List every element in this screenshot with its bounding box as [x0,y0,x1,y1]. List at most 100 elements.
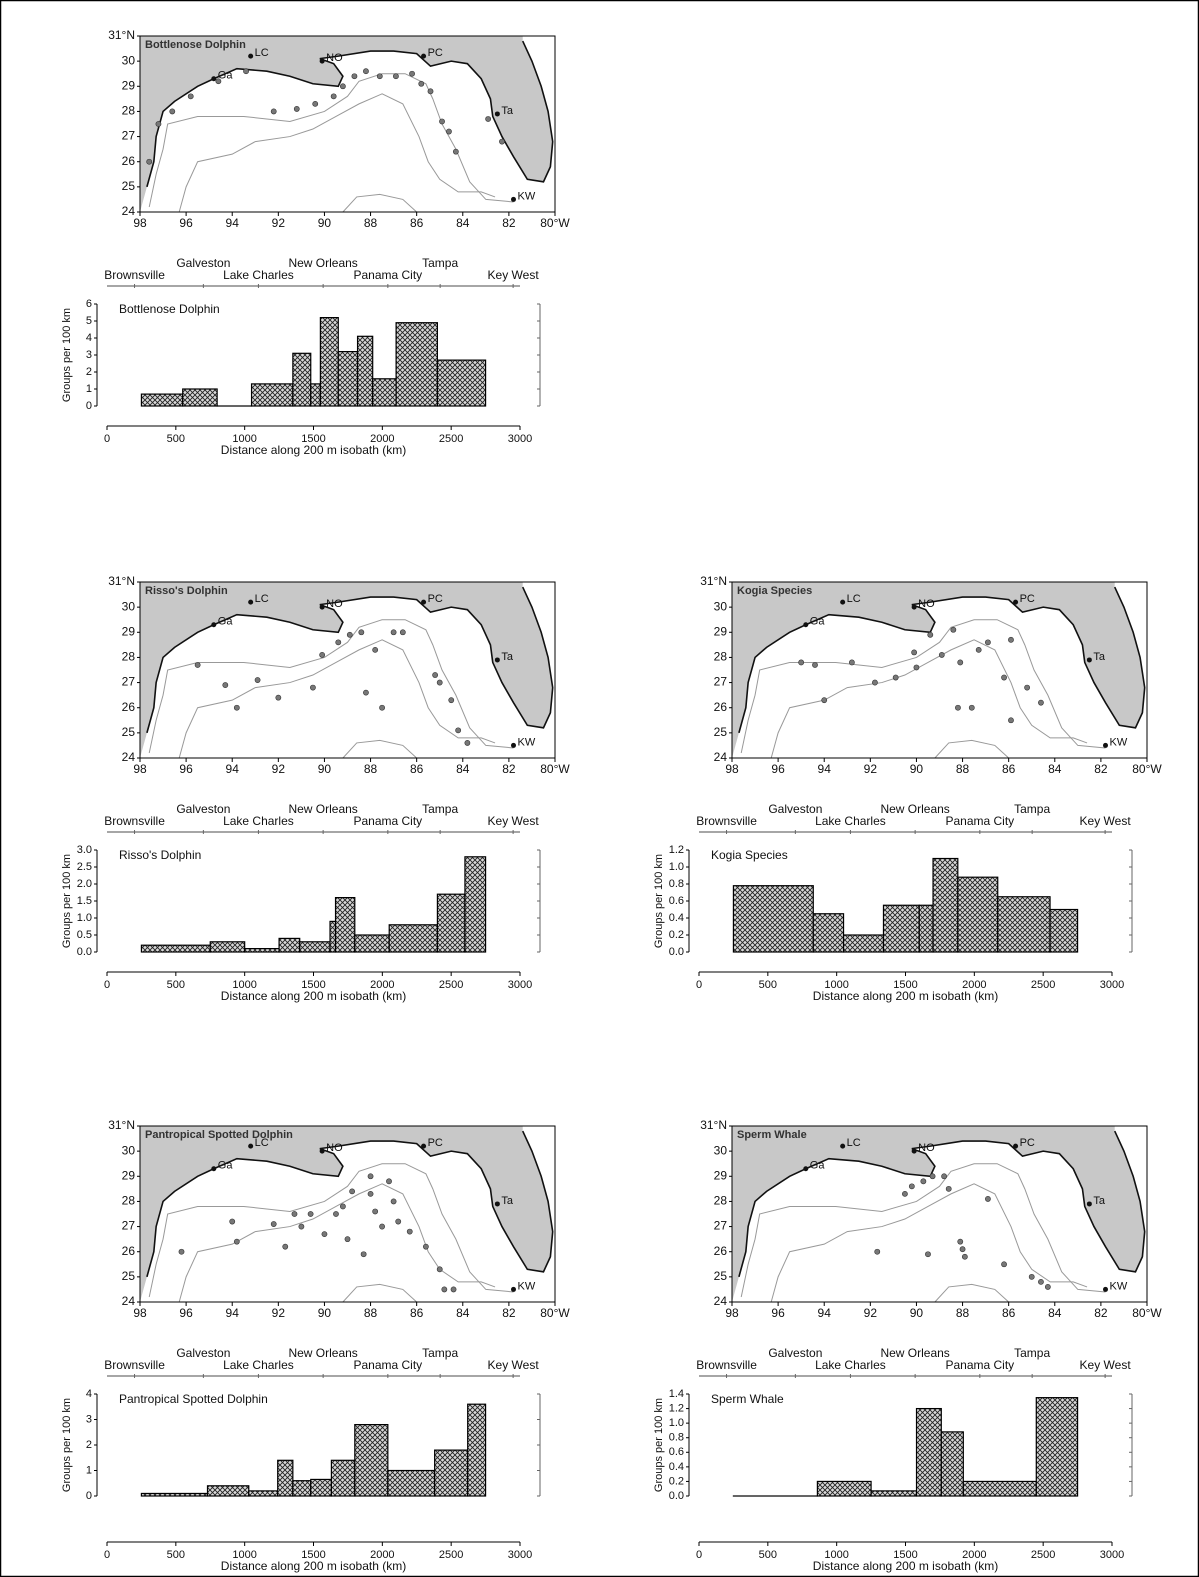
map-frame [139,1125,556,1303]
sighting [985,1196,991,1202]
bar [329,920,337,953]
sighting [464,740,471,746]
map: 98 96 94 92 90 88 86 84 82 80°W 24 25 26 27 28 29 30 31°N… [108,574,570,776]
y-tick-label: 31°N [700,574,727,588]
sighting [367,1173,374,1180]
sighting [187,93,194,100]
y-tick-label: 5 [86,315,92,327]
bar [140,1492,209,1497]
place-dot [248,599,254,605]
isobath [342,193,418,213]
place-label: Ta [501,1195,513,1207]
x-tick-label: 0 [104,1549,110,1561]
isobath [148,1163,514,1298]
sighting [363,689,369,696]
sighting [399,629,406,636]
location-label: Galveston [176,1346,230,1360]
x-tick-label: 1500 [301,979,325,991]
bar [932,857,959,953]
isobath [740,619,1106,754]
y-tick-label: 28 [122,650,136,664]
sighting [441,1286,448,1293]
x-tick-label: 2500 [439,433,463,445]
x-tick-label: 92 [272,762,286,776]
sighting [344,1236,351,1243]
y-tick-label: 0 [86,1490,92,1502]
sighting [312,100,319,107]
map: 98 96 94 92 90 88 86 84 82 80°W 24 25 26 27 28 29 30 31°N… [108,28,570,230]
place-dot [1103,1286,1108,1292]
y-tick-label: 31°N [108,574,135,588]
place-label: Ta [501,651,513,663]
location-label: Brownsville [696,814,757,828]
bar [395,322,439,407]
isobath [342,739,418,759]
place-label: PC [428,1137,443,1149]
bar [436,893,466,953]
sighting [146,158,153,165]
y-tick-label: 29 [714,624,728,638]
x-axis-label: Distance along 200 m isobath (km) [221,443,406,457]
sighting [270,108,277,115]
bar [842,934,885,953]
bar [140,393,184,407]
sighting [178,1248,185,1255]
x-tick-label: 88 [364,762,378,776]
sighting [961,1253,968,1260]
bar [277,1459,294,1497]
sighting [1008,636,1014,643]
sighting [422,1243,429,1250]
sighting [452,148,459,155]
chart-title: Bottlenose Dolphin [119,302,220,316]
sighting [310,684,316,691]
y-tick-label: 27 [714,1219,728,1233]
y-tick-label: 30 [714,599,728,613]
y-tick-label: 24 [122,750,136,764]
coastline [146,586,554,734]
y-tick-label: 4 [86,1388,92,1400]
y-tick-label: 27 [122,675,136,689]
isobath [934,739,1010,759]
sighting [395,1218,402,1225]
place-dot [319,604,325,610]
y-tick-label: 1.0 [77,912,92,924]
y-tick-label: 30 [122,1143,136,1157]
location-label: Tampa [1014,802,1050,816]
place-label: KW [1110,1280,1128,1292]
y-axis-label: Groups per 100 km [61,308,73,402]
location-label: Panama City [945,1358,1014,1372]
x-tick-label: 1500 [893,1549,917,1561]
x-tick-label: 2000 [962,979,986,991]
sighting [927,631,934,638]
sighting [436,679,443,686]
place-label: NO [918,598,935,610]
x-tick-label: 1000 [824,1549,848,1561]
sighting [427,88,434,95]
y-tick-label: 0.8 [669,1432,684,1444]
sighting [222,682,229,688]
sighting [1001,674,1007,681]
x-tick-label: 2000 [370,1549,394,1561]
sighting [446,128,452,135]
sighting [169,108,176,115]
sighting [282,1243,289,1250]
y-tick-label: 3.0 [77,844,92,856]
x-tick-label: 3000 [1100,1549,1124,1561]
y-tick-label: 1.4 [669,1388,684,1400]
sighting [155,121,162,127]
y-tick-label: 27 [122,129,136,143]
bar [319,317,339,407]
x-tick-label: 500 [759,979,777,991]
y-tick-label: 26 [122,700,136,714]
place-label: PC [428,593,443,605]
coastline [146,1130,554,1278]
bar [882,904,920,953]
sighting [432,672,439,678]
bar [248,1490,279,1497]
sighting [812,662,818,668]
isobath [342,1283,418,1303]
sighting [298,1223,305,1230]
sighting [321,1231,328,1238]
sighting [393,73,399,80]
